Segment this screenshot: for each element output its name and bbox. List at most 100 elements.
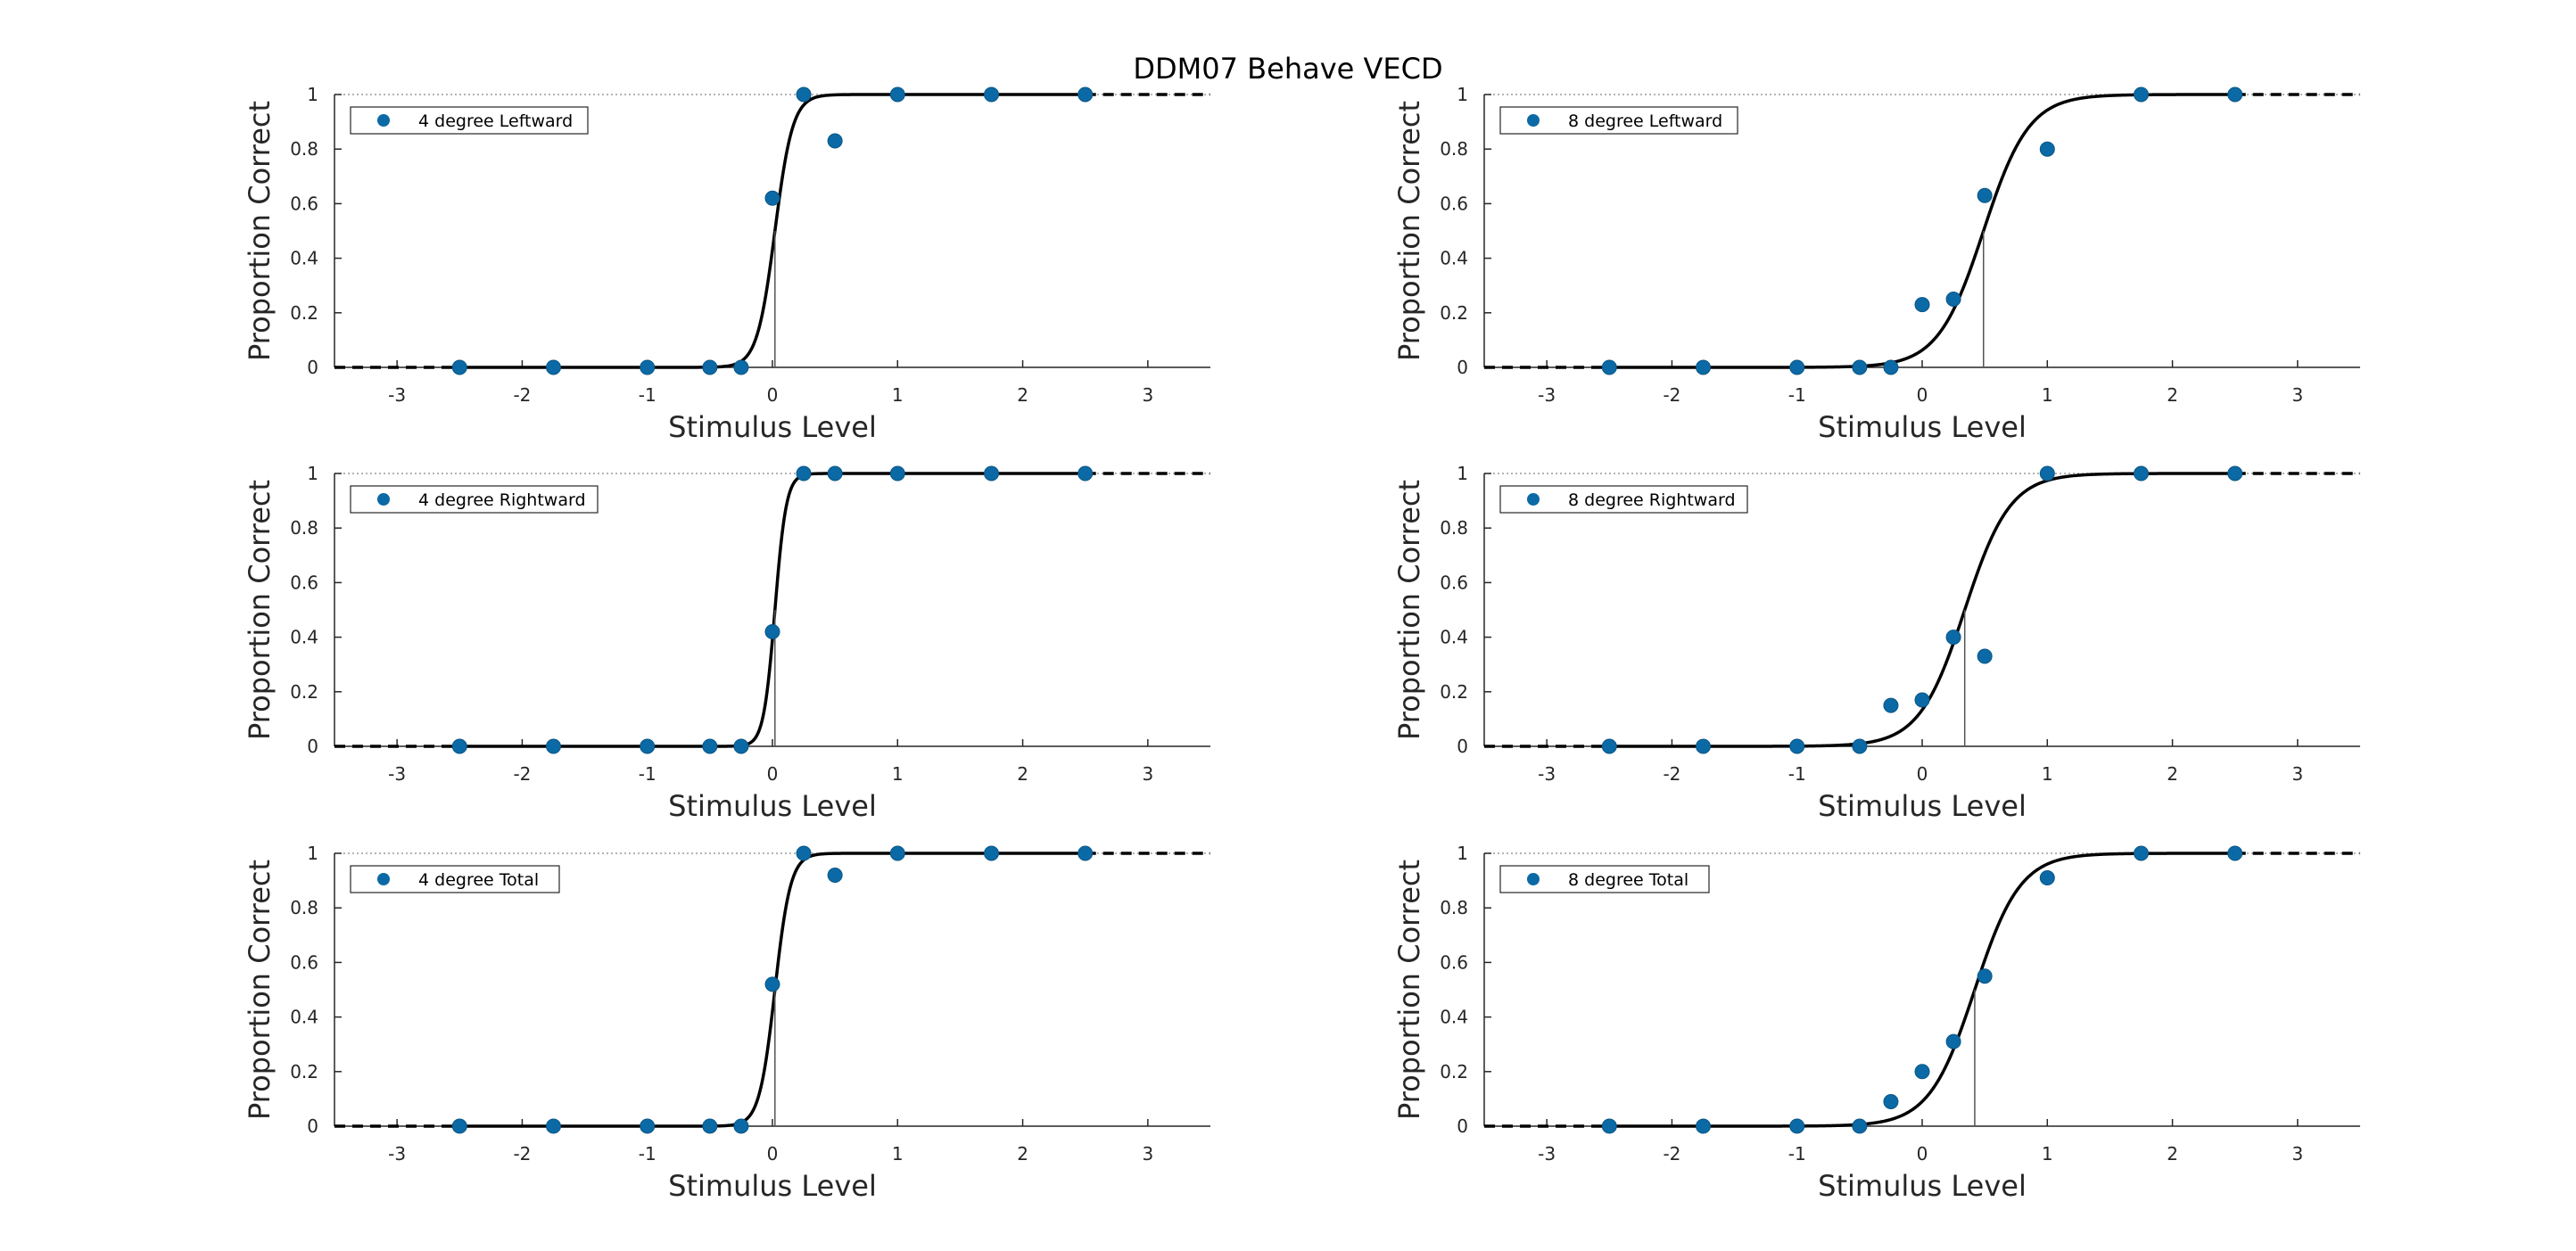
y-tick-label: 1 xyxy=(307,463,318,484)
x-tick-label: -2 xyxy=(513,763,531,785)
y-tick-label: 0 xyxy=(307,1115,318,1137)
data-point xyxy=(702,1118,718,1134)
data-point xyxy=(1883,1093,1899,1109)
y-tick-label: 0.2 xyxy=(1440,1061,1468,1082)
x-tick-label: 1 xyxy=(2042,1143,2053,1165)
legend-marker xyxy=(377,114,390,127)
data-point xyxy=(640,1118,656,1134)
data-point xyxy=(1914,1064,1930,1080)
y-tick-label: 0.8 xyxy=(290,897,318,918)
data-point xyxy=(1914,692,1930,708)
x-tick-label: -3 xyxy=(1538,763,1556,785)
y-tick-label: 0.8 xyxy=(290,138,318,160)
x-tick-label: -2 xyxy=(1663,384,1680,406)
x-tick-label: -1 xyxy=(1788,763,1806,785)
x-tick-label: 1 xyxy=(2042,763,2053,785)
data-point xyxy=(1696,359,1711,375)
data-point xyxy=(2039,141,2055,157)
data-point xyxy=(984,845,999,861)
data-point xyxy=(451,359,467,375)
legend-label: 4 degree Total xyxy=(418,870,539,890)
x-tick-label: -1 xyxy=(639,763,656,785)
y-axis-label: Proportion Correct xyxy=(1392,101,1426,361)
y-tick-label: 0.4 xyxy=(290,627,318,648)
data-point xyxy=(1914,297,1930,313)
y-tick-label: 0.2 xyxy=(290,681,318,703)
legend-label: 8 degree Total xyxy=(1568,870,1688,890)
x-tick-label: -1 xyxy=(639,1143,656,1165)
data-point xyxy=(1977,648,1993,664)
x-tick-label: 3 xyxy=(2291,384,2303,406)
data-point xyxy=(1883,697,1899,713)
data-point xyxy=(546,1118,561,1134)
x-tick-label: -1 xyxy=(1788,1143,1806,1165)
x-tick-label: -2 xyxy=(513,1143,531,1165)
data-point xyxy=(1789,1118,1805,1134)
data-point xyxy=(1601,1118,1617,1134)
y-tick-label: 0 xyxy=(1457,736,1468,757)
y-tick-label: 1 xyxy=(1457,843,1468,864)
y-tick-label: 1 xyxy=(307,84,318,105)
legend-box xyxy=(350,106,589,135)
y-axis-label: Proportion Correct xyxy=(1392,860,1426,1120)
x-tick-label: -3 xyxy=(388,763,406,785)
data-point xyxy=(1945,1033,1961,1049)
fit-curve xyxy=(1609,852,2235,1128)
data-point xyxy=(764,976,780,992)
x-axis-label: Stimulus Level xyxy=(1818,1169,2027,1203)
data-point xyxy=(1883,359,1899,375)
y-tick-label: 0.4 xyxy=(290,1007,318,1028)
data-point xyxy=(1077,465,1094,481)
y-tick-label: 0.2 xyxy=(1440,302,1468,324)
data-point xyxy=(1077,845,1094,861)
x-axis-label: Stimulus Level xyxy=(668,1169,877,1203)
data-point xyxy=(733,1118,749,1134)
y-tick-label: 0.2 xyxy=(1440,681,1468,703)
y-axis-label: Proportion Correct xyxy=(1392,480,1426,740)
panel-4: -3 -2 -1 0 1 2 3 0 0.2 0.4 0.6 0.8 1 Stimulus Level Pr… xyxy=(1392,463,2360,823)
data-point xyxy=(796,465,812,481)
figure-title: DDM07 Behave VECD xyxy=(1133,52,1442,86)
data-point xyxy=(1789,359,1805,375)
fit-curve xyxy=(459,472,1086,748)
y-tick-label: 0.4 xyxy=(1440,1007,1468,1028)
legend-marker xyxy=(1527,114,1540,127)
legend-marker xyxy=(1527,493,1540,506)
data-point xyxy=(1852,738,1868,754)
y-axis-label: Proportion Correct xyxy=(243,860,277,1120)
x-tick-label: 3 xyxy=(1142,763,1153,785)
x-tick-label: 2 xyxy=(2167,763,2178,785)
y-tick-label: 1 xyxy=(307,843,318,864)
x-tick-label: 1 xyxy=(892,384,904,406)
x-tick-label: 2 xyxy=(2167,384,2178,406)
data-point xyxy=(2227,465,2243,481)
x-tick-label: -3 xyxy=(1538,1143,1556,1165)
y-tick-label: 0.8 xyxy=(290,517,318,539)
data-point xyxy=(2134,845,2149,861)
data-point xyxy=(640,359,656,375)
data-point xyxy=(2039,870,2055,886)
x-tick-label: -3 xyxy=(388,384,406,406)
data-point xyxy=(2227,845,2243,861)
data-point xyxy=(1977,968,1993,984)
y-tick-label: 0.6 xyxy=(290,193,318,214)
data-point xyxy=(796,86,812,103)
x-tick-label: 0 xyxy=(1917,763,1928,785)
y-tick-label: 0.8 xyxy=(1440,897,1468,918)
y-tick-label: 0.6 xyxy=(1440,951,1468,973)
data-point xyxy=(1077,86,1094,103)
data-point xyxy=(1696,738,1711,754)
fit-curve xyxy=(1609,93,2235,369)
fit-curve xyxy=(459,852,1086,1128)
x-tick-label: 2 xyxy=(1017,1143,1028,1165)
y-tick-label: 0.4 xyxy=(1440,627,1468,648)
x-tick-label: -2 xyxy=(513,384,531,406)
data-point xyxy=(889,845,905,861)
y-tick-label: 1 xyxy=(1457,84,1468,105)
x-tick-label: 2 xyxy=(1017,384,1028,406)
data-point xyxy=(827,133,843,149)
legend-label: 4 degree Leftward xyxy=(418,111,573,131)
panel-2: -3 -2 -1 0 1 2 3 0 0.2 0.4 0.6 0.8 1 Stimulus Level Pr… xyxy=(1392,84,2360,444)
y-tick-label: 0.4 xyxy=(290,248,318,269)
x-tick-label: 2 xyxy=(1017,763,1028,785)
